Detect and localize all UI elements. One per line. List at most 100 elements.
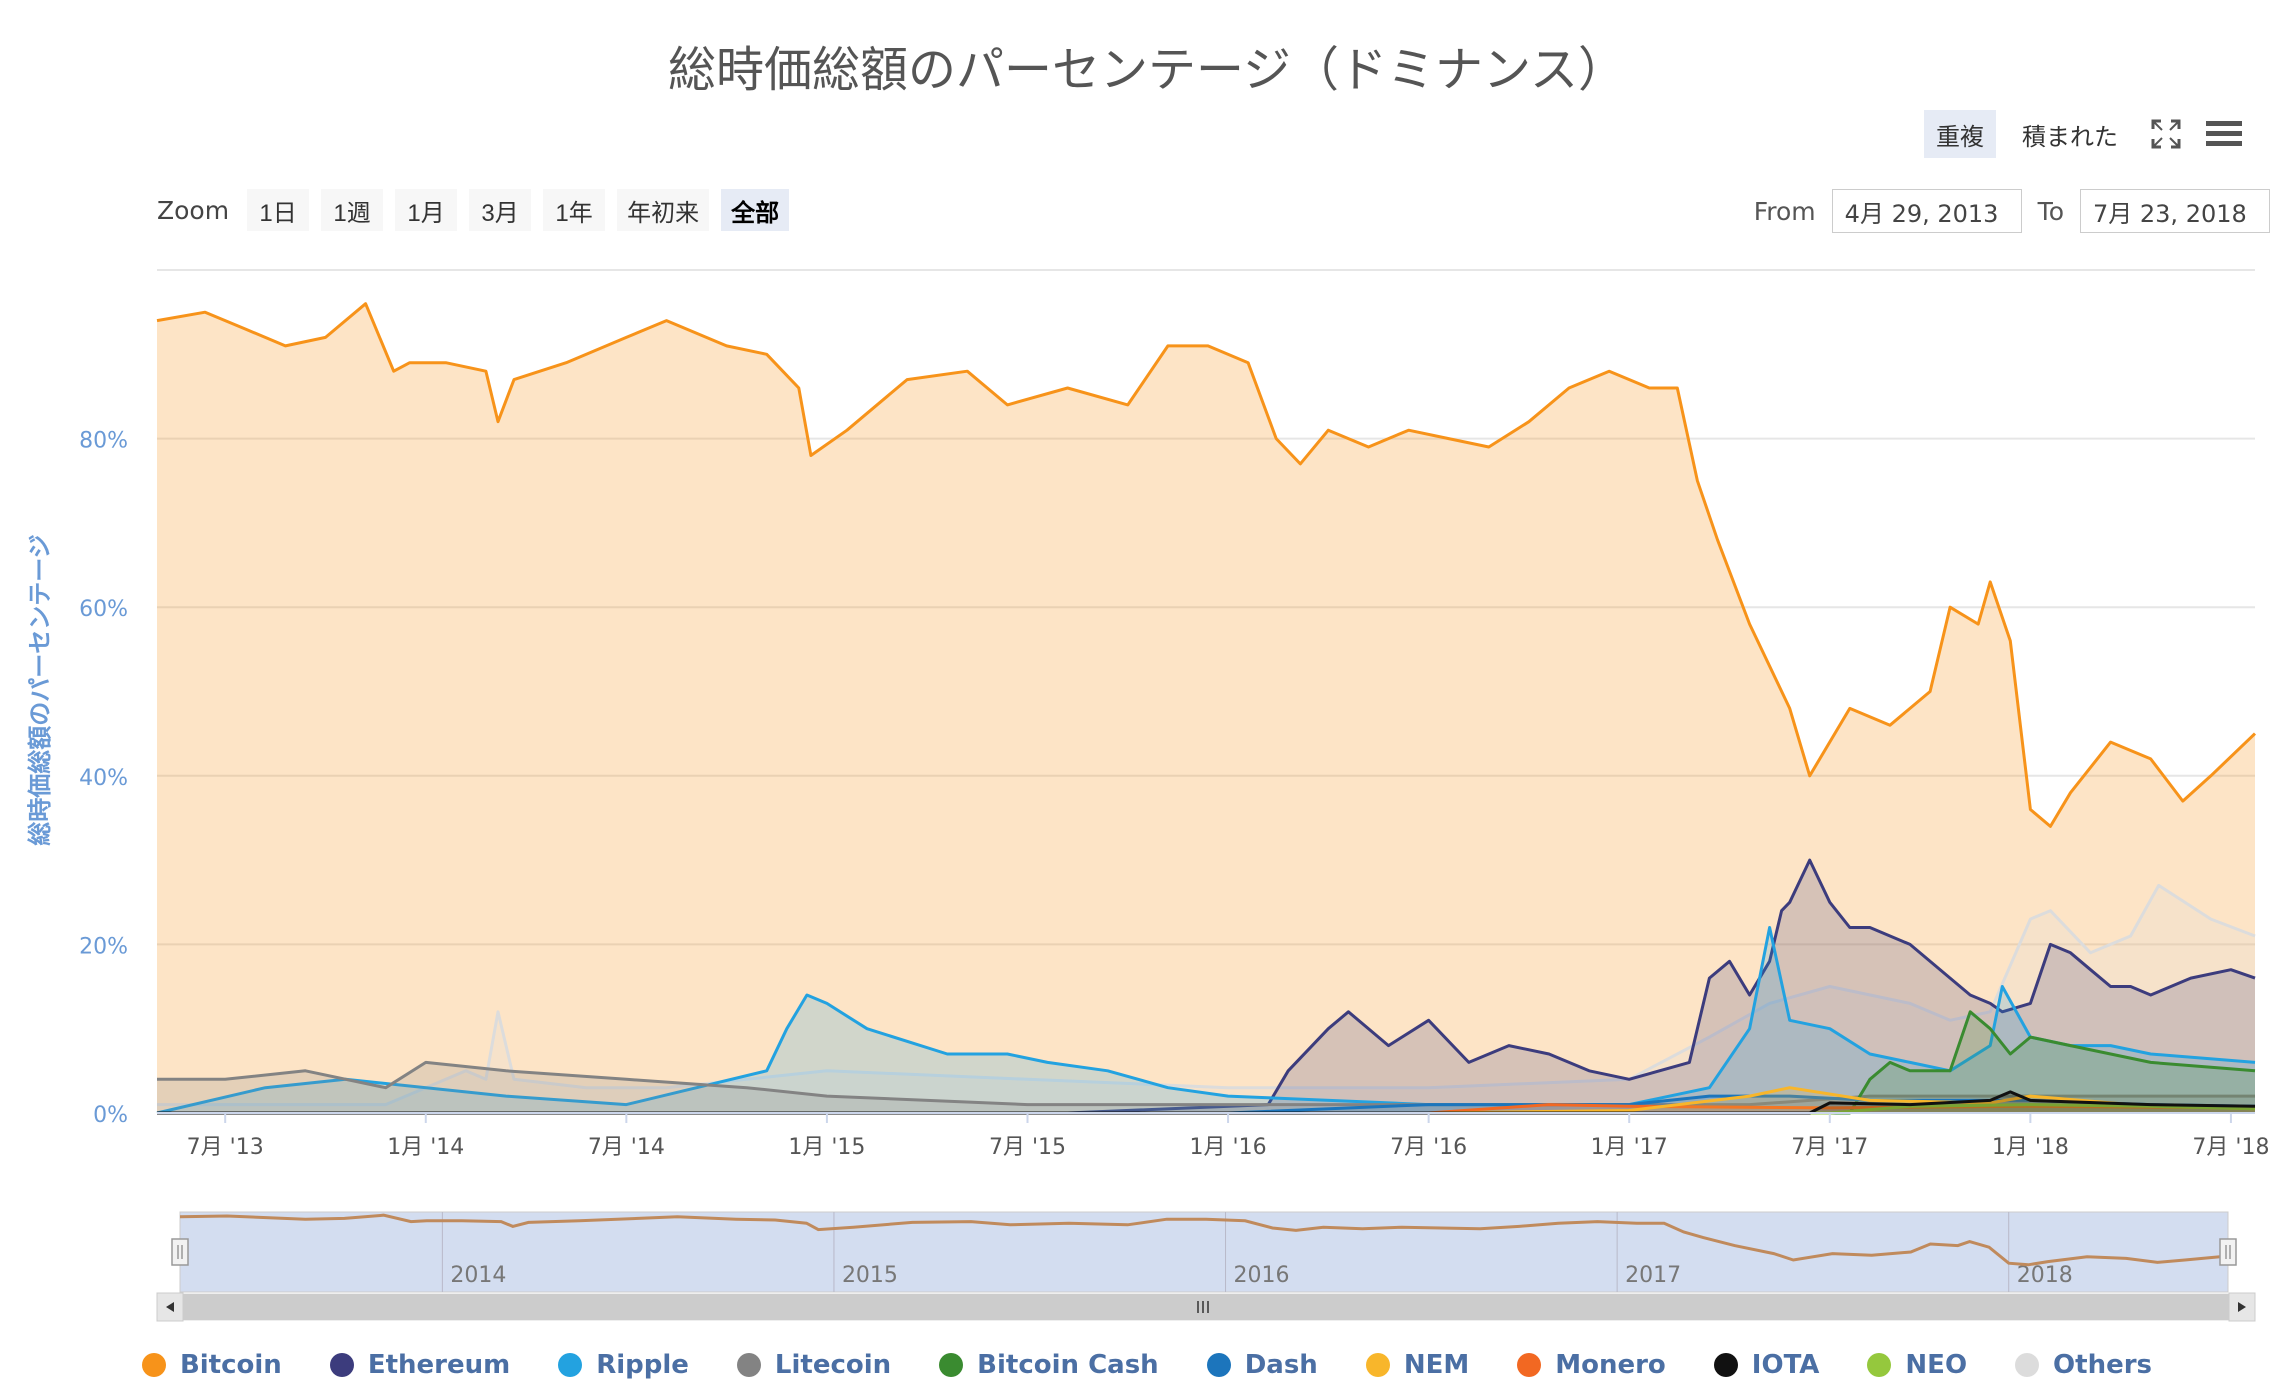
to-label: To <box>2037 196 2064 226</box>
x-tick-label: 1月 '17 <box>1591 1135 1668 1160</box>
series-line-nem <box>157 1086 2256 1115</box>
fullscreen-icon[interactable] <box>2144 112 2188 156</box>
zoom-button-1m[interactable]: 1月 <box>395 189 458 231</box>
legend-marker <box>558 1353 583 1377</box>
navigator-series-line <box>179 1213 2229 1267</box>
y-tick-label: 60% <box>79 597 128 622</box>
legend-label: Monero <box>1555 1350 1666 1380</box>
legend-label: Bitcoin <box>179 1350 282 1380</box>
x-tick-label: 1月 '14 <box>387 1135 464 1160</box>
zoom-button-1y[interactable]: 1年 <box>543 189 606 231</box>
from-date-input[interactable] <box>1831 189 2022 233</box>
legend-marker <box>1365 1353 1390 1377</box>
legend-marker <box>141 1353 166 1377</box>
scrollbar-track <box>157 1293 2255 1321</box>
legend-marker <box>2015 1353 2040 1377</box>
series-line-monero <box>157 1103 2256 1115</box>
legend-item-litecoin[interactable]: Litecoin <box>736 1350 891 1380</box>
legend-label: NEM <box>1403 1350 1470 1380</box>
zoom-button-3m[interactable]: 3月 <box>469 189 532 231</box>
scrollbar-right-arrow[interactable] <box>2228 1292 2256 1322</box>
x-tick-label: 1月 '15 <box>788 1135 865 1160</box>
x-tick-label: 7月 '17 <box>1791 1135 1868 1160</box>
scrollbar-left-arrow[interactable] <box>156 1292 184 1322</box>
legend-marker <box>736 1353 761 1377</box>
legend-item-others[interactable]: Others <box>2015 1350 2152 1380</box>
zoom-button-1d[interactable]: 1日 <box>247 189 310 231</box>
navigator-year-label: 2017 <box>1625 1263 1681 1288</box>
navigator-handle-left[interactable] <box>171 1238 189 1266</box>
y-tick-label: 0% <box>93 1103 128 1128</box>
series-area-iota <box>157 1091 2255 1113</box>
series-line-neo <box>157 1103 2256 1115</box>
series-area-dash <box>157 1096 2255 1113</box>
series-line-iota <box>157 1090 2256 1115</box>
navigator-year-label: 2018 <box>2017 1263 2073 1288</box>
from-label: From <box>1753 196 1816 226</box>
legend-item-nem[interactable]: NEM <box>1365 1350 1470 1380</box>
navigator[interactable]: 2014 2015 2016 2017 2018 <box>156 1211 2256 1322</box>
y-tick-label: 80% <box>79 429 128 454</box>
legend-item-ripple[interactable]: Ripple <box>558 1350 689 1380</box>
series-area-ripple <box>157 927 2255 1113</box>
navigator-year-label: 2015 <box>842 1263 898 1288</box>
chart-title: 総時価総額のパーセンテージ（ドミナンス） <box>667 42 1627 98</box>
legend-item-bitcoin-cash[interactable]: Bitcoin Cash <box>939 1350 1159 1380</box>
legend-item-monero[interactable]: Monero <box>1517 1350 1666 1380</box>
y-tick-label: 40% <box>79 766 128 791</box>
date-range: From To <box>1754 188 2270 234</box>
series-line-others <box>157 883 2256 1107</box>
legend-marker <box>1867 1353 1892 1377</box>
legend-label: Others <box>2053 1350 2153 1380</box>
series-area-others <box>157 885 2255 1113</box>
to-date-input[interactable] <box>2080 189 2270 233</box>
series-line-bitcoin-cash <box>157 1010 2256 1115</box>
legend-label: IOTA <box>1751 1350 1820 1380</box>
legend-item-ethereum[interactable]: Ethereum <box>329 1350 511 1380</box>
series-area-ethereum <box>157 860 2255 1113</box>
hamburger-menu-icon[interactable] <box>2202 112 2246 156</box>
y-axis-title: 総時価総額のパーセンテージ <box>26 534 54 846</box>
navigator-selection <box>179 1211 2229 1293</box>
zoom-button-all[interactable]: 全部 <box>721 189 790 231</box>
scrollbar-left-button <box>156 1292 184 1322</box>
legend-label: Bitcoin Cash <box>977 1350 1159 1380</box>
legend-marker <box>329 1353 354 1377</box>
zoom-button-1w[interactable]: 1週 <box>321 189 384 231</box>
right-arrow-icon <box>2238 1302 2246 1312</box>
legend-item-bitcoin[interactable]: Bitcoin <box>141 1350 282 1380</box>
series-line-litecoin <box>157 1060 2255 1107</box>
navigator-year-label: 2014 <box>450 1263 506 1288</box>
navigator-year-label: 2016 <box>1234 1263 1290 1288</box>
y-tick-label: 20% <box>79 934 128 959</box>
mode-button-overlap[interactable]: 重複 <box>1924 110 1996 158</box>
zoom-button-ytd[interactable]: 年初来 <box>617 189 710 231</box>
series-area-neo <box>157 1104 2255 1113</box>
mode-toggle: 重複 積まれた <box>1924 110 2246 158</box>
x-tick-label: 1月 '16 <box>1190 1135 1267 1160</box>
navigator-handle-right[interactable] <box>2219 1238 2237 1266</box>
legend-marker <box>1517 1353 1542 1377</box>
legend-label: Ripple <box>596 1350 689 1380</box>
legend-item-dash[interactable]: Dash <box>1206 1350 1318 1380</box>
legend-marker <box>939 1353 964 1377</box>
x-tick-label: 7月 '13 <box>187 1135 264 1160</box>
scrollbar-thumb[interactable] <box>183 1294 2229 1320</box>
series-line-ethereum <box>157 858 2256 1115</box>
legend-item-neo[interactable]: NEO <box>1867 1350 1967 1380</box>
legend-marker <box>1206 1353 1231 1377</box>
x-tick-label: 7月 '15 <box>989 1135 1066 1160</box>
series-area-monero <box>157 1104 2255 1113</box>
series-line-ripple <box>156 926 2256 1115</box>
x-tick-label: 7月 '14 <box>588 1135 665 1160</box>
scrollbar-right-button <box>2228 1292 2256 1322</box>
x-tick-label: 7月 '18 <box>2192 1135 2269 1160</box>
series-area-bitcoin-cash <box>157 1011 2255 1113</box>
x-tick-label: 1月 '18 <box>1992 1135 2069 1160</box>
mode-button-stacked[interactable]: 積まれた <box>2010 110 2130 158</box>
x-tick-label: 7月 '16 <box>1390 1135 1467 1160</box>
legend-label: Ethereum <box>367 1350 511 1380</box>
series-line-bitcoin <box>156 302 2257 828</box>
legend-item-iota[interactable]: IOTA <box>1713 1350 1820 1380</box>
